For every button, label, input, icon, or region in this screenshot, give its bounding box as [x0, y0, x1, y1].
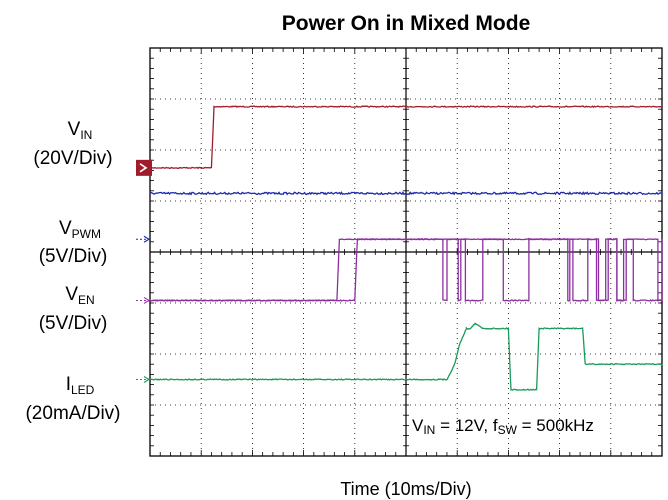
x-axis-label: Time (10ms/Div) — [340, 479, 471, 499]
trace-ven — [149, 237, 663, 303]
channel-scale-iled: (20mA/Div) — [25, 403, 120, 424]
channel-labels: VIN (20V/Div) VPWM (5V/Div) VEN (5V/Div) ILED (… — [25, 119, 120, 424]
marker-arrow-icon — [143, 296, 151, 304]
trace-blue-trace — [149, 191, 663, 196]
trace-vin — [149, 105, 663, 170]
waveform-traces — [149, 105, 663, 392]
condition-annotation: VIN = 12V, fSW = 500kHz — [412, 416, 594, 437]
marker-arrow-icon — [143, 376, 151, 383]
channel-label-vpwm: VPWM — [59, 218, 101, 241]
chart-title: Power On in Mixed Mode — [282, 12, 531, 35]
channel-label-iled: ILED — [66, 374, 95, 397]
channel-scale-vin: (20V/Div) — [33, 148, 112, 169]
trace-iled — [149, 322, 663, 392]
channel-label-vin: VIN — [68, 119, 93, 142]
channel-scale-vpwm: (5V/Div) — [39, 246, 108, 267]
channel-label-ven: VEN — [65, 284, 94, 307]
grid — [149, 47, 663, 457]
channel-scale-ven: (5V/Div) — [39, 313, 108, 334]
vin-marker-icon — [136, 159, 152, 176]
marker-arrow-icon — [139, 163, 148, 173]
channel-markers — [136, 159, 152, 383]
marker-arrow-icon — [143, 235, 151, 243]
